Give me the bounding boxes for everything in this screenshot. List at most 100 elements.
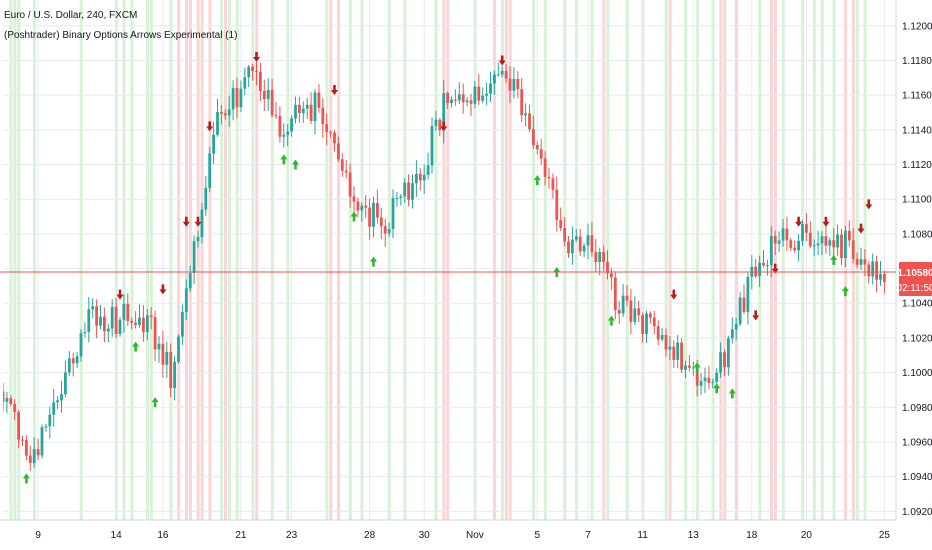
y-tick-label: 1.10200 [902, 333, 932, 344]
candle-up [801, 224, 804, 241]
red-signal-band [446, 0, 450, 520]
candle-up [500, 70, 504, 75]
signal-arrows [22, 52, 873, 484]
candle-up [691, 367, 695, 369]
candle-up [200, 209, 204, 238]
green-signal-band [130, 0, 134, 520]
sell-arrow-icon [865, 199, 873, 210]
candle-down [613, 277, 617, 311]
buy-arrow-icon [280, 154, 288, 165]
candle-up [48, 414, 52, 427]
candle-down [376, 203, 379, 218]
candle-down [169, 352, 173, 388]
candle-down [610, 273, 613, 278]
candle-up [758, 262, 761, 277]
green-signal-band [563, 0, 567, 520]
buy-arrow-icon [292, 159, 299, 170]
candle-down [368, 207, 371, 227]
candle-down [477, 86, 481, 101]
candle-down [539, 149, 543, 159]
candle-down [649, 313, 652, 318]
instrument-title[interactable]: Euro / U.S. Dollar, 240, FXCM [4, 10, 138, 21]
candle-down [773, 235, 777, 244]
candle-up [730, 329, 734, 339]
green-signal-band [286, 0, 290, 520]
candle-up [586, 235, 590, 246]
candle-up [399, 196, 403, 198]
candle-up [286, 131, 290, 135]
sell-arrow-icon [116, 289, 124, 300]
x-tick-label: 20 [801, 530, 813, 541]
green-signal-band [590, 0, 594, 520]
current-price-label: 1.10580 [897, 268, 932, 279]
buy-arrow-icon [830, 254, 838, 265]
candle-down [114, 306, 118, 334]
y-tick-label: 1.09800 [902, 403, 932, 414]
candle-down [461, 94, 465, 103]
candle-up [387, 229, 391, 234]
candle-up [496, 74, 500, 76]
candle-up [457, 94, 461, 101]
red-signal-band [773, 0, 777, 520]
red-signal-band [329, 0, 333, 520]
candle-up [243, 77, 247, 89]
candle-down [103, 316, 106, 332]
x-tick-label: 21 [235, 530, 247, 541]
candle-down [762, 262, 765, 266]
indicator-title[interactable]: (Poshtrader) Binary Options Arrows Exper… [4, 30, 238, 41]
candle-down [723, 352, 726, 368]
candle-up [844, 230, 847, 259]
y-tick-label: 1.11000 [902, 195, 932, 206]
candle-up [165, 352, 169, 365]
candle-up [87, 309, 91, 333]
green-signal-band [146, 0, 149, 520]
candle-up [294, 104, 297, 119]
y-tick-label: 1.09600 [902, 437, 932, 448]
green-signal-band [543, 0, 547, 520]
grid-lines [0, 0, 896, 520]
green-signal-band [360, 0, 364, 520]
candle-down [563, 227, 566, 242]
candle-up [212, 134, 215, 154]
sell-arrow-icon [182, 216, 190, 227]
candle-down [383, 226, 387, 234]
candle-down [270, 89, 274, 116]
candle-up [372, 203, 375, 227]
green-signal-band [532, 0, 536, 520]
x-tick-label: 16 [157, 530, 169, 541]
buy-arrow-icon [22, 473, 30, 484]
x-tick-label: 23 [286, 530, 298, 541]
candle-up [395, 197, 399, 199]
candle-up [871, 261, 875, 277]
red-signal-band [196, 0, 200, 520]
candle-down [707, 377, 711, 383]
candle-up [828, 240, 832, 246]
green-signal-band [227, 0, 231, 520]
candle-down [17, 412, 20, 440]
green-signal-band [149, 0, 153, 520]
y-tick-label: 1.09400 [902, 472, 932, 483]
y-tick-label: 1.11400 [902, 125, 932, 136]
candle-down [789, 240, 793, 248]
candle-up [188, 273, 192, 289]
candle-up [118, 319, 122, 334]
candle-up [79, 333, 83, 357]
candle-down [262, 90, 266, 100]
candle-down [555, 189, 559, 221]
candle-down [695, 367, 699, 386]
sell-arrow-icon [206, 121, 214, 132]
candle-up [481, 95, 485, 101]
candle-up [660, 334, 664, 340]
green-signal-band [270, 0, 274, 520]
candle-down [71, 358, 75, 364]
y-tick-label: 1.10000 [902, 368, 932, 379]
green-signal-band [695, 0, 699, 520]
candle-up [734, 324, 738, 330]
red-signal-band [208, 0, 212, 520]
candle-down [594, 252, 598, 263]
candle-up [290, 118, 293, 132]
candle-up [83, 332, 87, 334]
candle-up [738, 297, 742, 325]
candle-down [559, 220, 563, 228]
